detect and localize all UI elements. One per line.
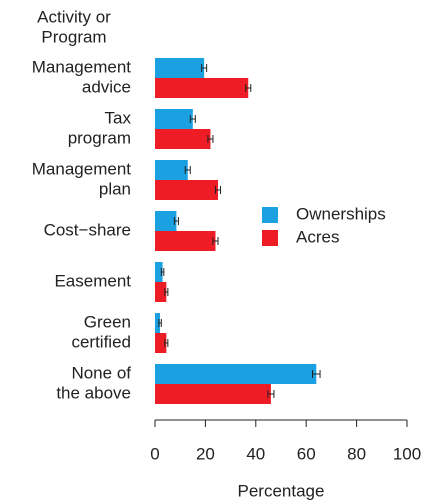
x-tick-label: 60: [297, 444, 316, 463]
x-tick-label: 80: [347, 444, 366, 463]
y-tick-label: Management: [32, 57, 132, 76]
legend-swatch: [262, 207, 278, 223]
bar: [155, 160, 188, 180]
bar: [155, 282, 167, 302]
error-bar: [189, 115, 196, 123]
error-bar: [164, 339, 169, 347]
y-tick-label: plan: [99, 179, 131, 198]
x-tick-label: 20: [196, 444, 215, 463]
bar: [155, 384, 271, 404]
bar: [155, 364, 317, 384]
error-bar: [201, 64, 208, 72]
x-axis-label: Percentage: [238, 481, 325, 500]
y-tick-label: Green: [84, 312, 131, 331]
legend-swatch: [262, 230, 278, 246]
y-tick-label: None of: [71, 363, 131, 382]
y-axis-label: Program: [41, 27, 106, 46]
y-axis-label: Activity or: [37, 7, 111, 26]
legend-label: Ownerships: [296, 204, 386, 223]
bar: [155, 58, 205, 78]
bar: [155, 262, 163, 282]
error-bar: [160, 268, 165, 276]
x-tick-label: 0: [150, 444, 159, 463]
bar: [155, 231, 216, 251]
y-tick-label: Tax: [105, 108, 132, 127]
error-bar: [173, 217, 179, 225]
error-bar: [267, 390, 275, 398]
error-bar: [312, 370, 321, 378]
error-bar: [245, 84, 252, 92]
y-tick-label: certified: [71, 332, 131, 351]
error-bar: [164, 288, 169, 296]
bar: [155, 313, 161, 333]
y-tick-label: program: [68, 128, 131, 147]
error-bar: [207, 135, 214, 143]
y-tick-label: Management: [32, 159, 132, 178]
bar: [155, 211, 177, 231]
error-bar: [212, 237, 219, 245]
error-bar: [158, 319, 162, 327]
error-bar: [214, 186, 222, 194]
legend-label: Acres: [296, 227, 339, 246]
y-tick-label: Easement: [54, 271, 131, 290]
y-tick-label: the above: [56, 383, 131, 402]
bar: [155, 109, 193, 129]
x-tick-label: 40: [246, 444, 265, 463]
bar: [155, 129, 211, 149]
y-tick-label: Cost−share: [44, 220, 131, 239]
bar: [155, 78, 249, 98]
x-tick-label: 100: [393, 444, 421, 463]
error-bar: [184, 166, 191, 174]
bar: [155, 180, 218, 200]
y-tick-label: advice: [82, 77, 131, 96]
bar: [155, 333, 167, 353]
